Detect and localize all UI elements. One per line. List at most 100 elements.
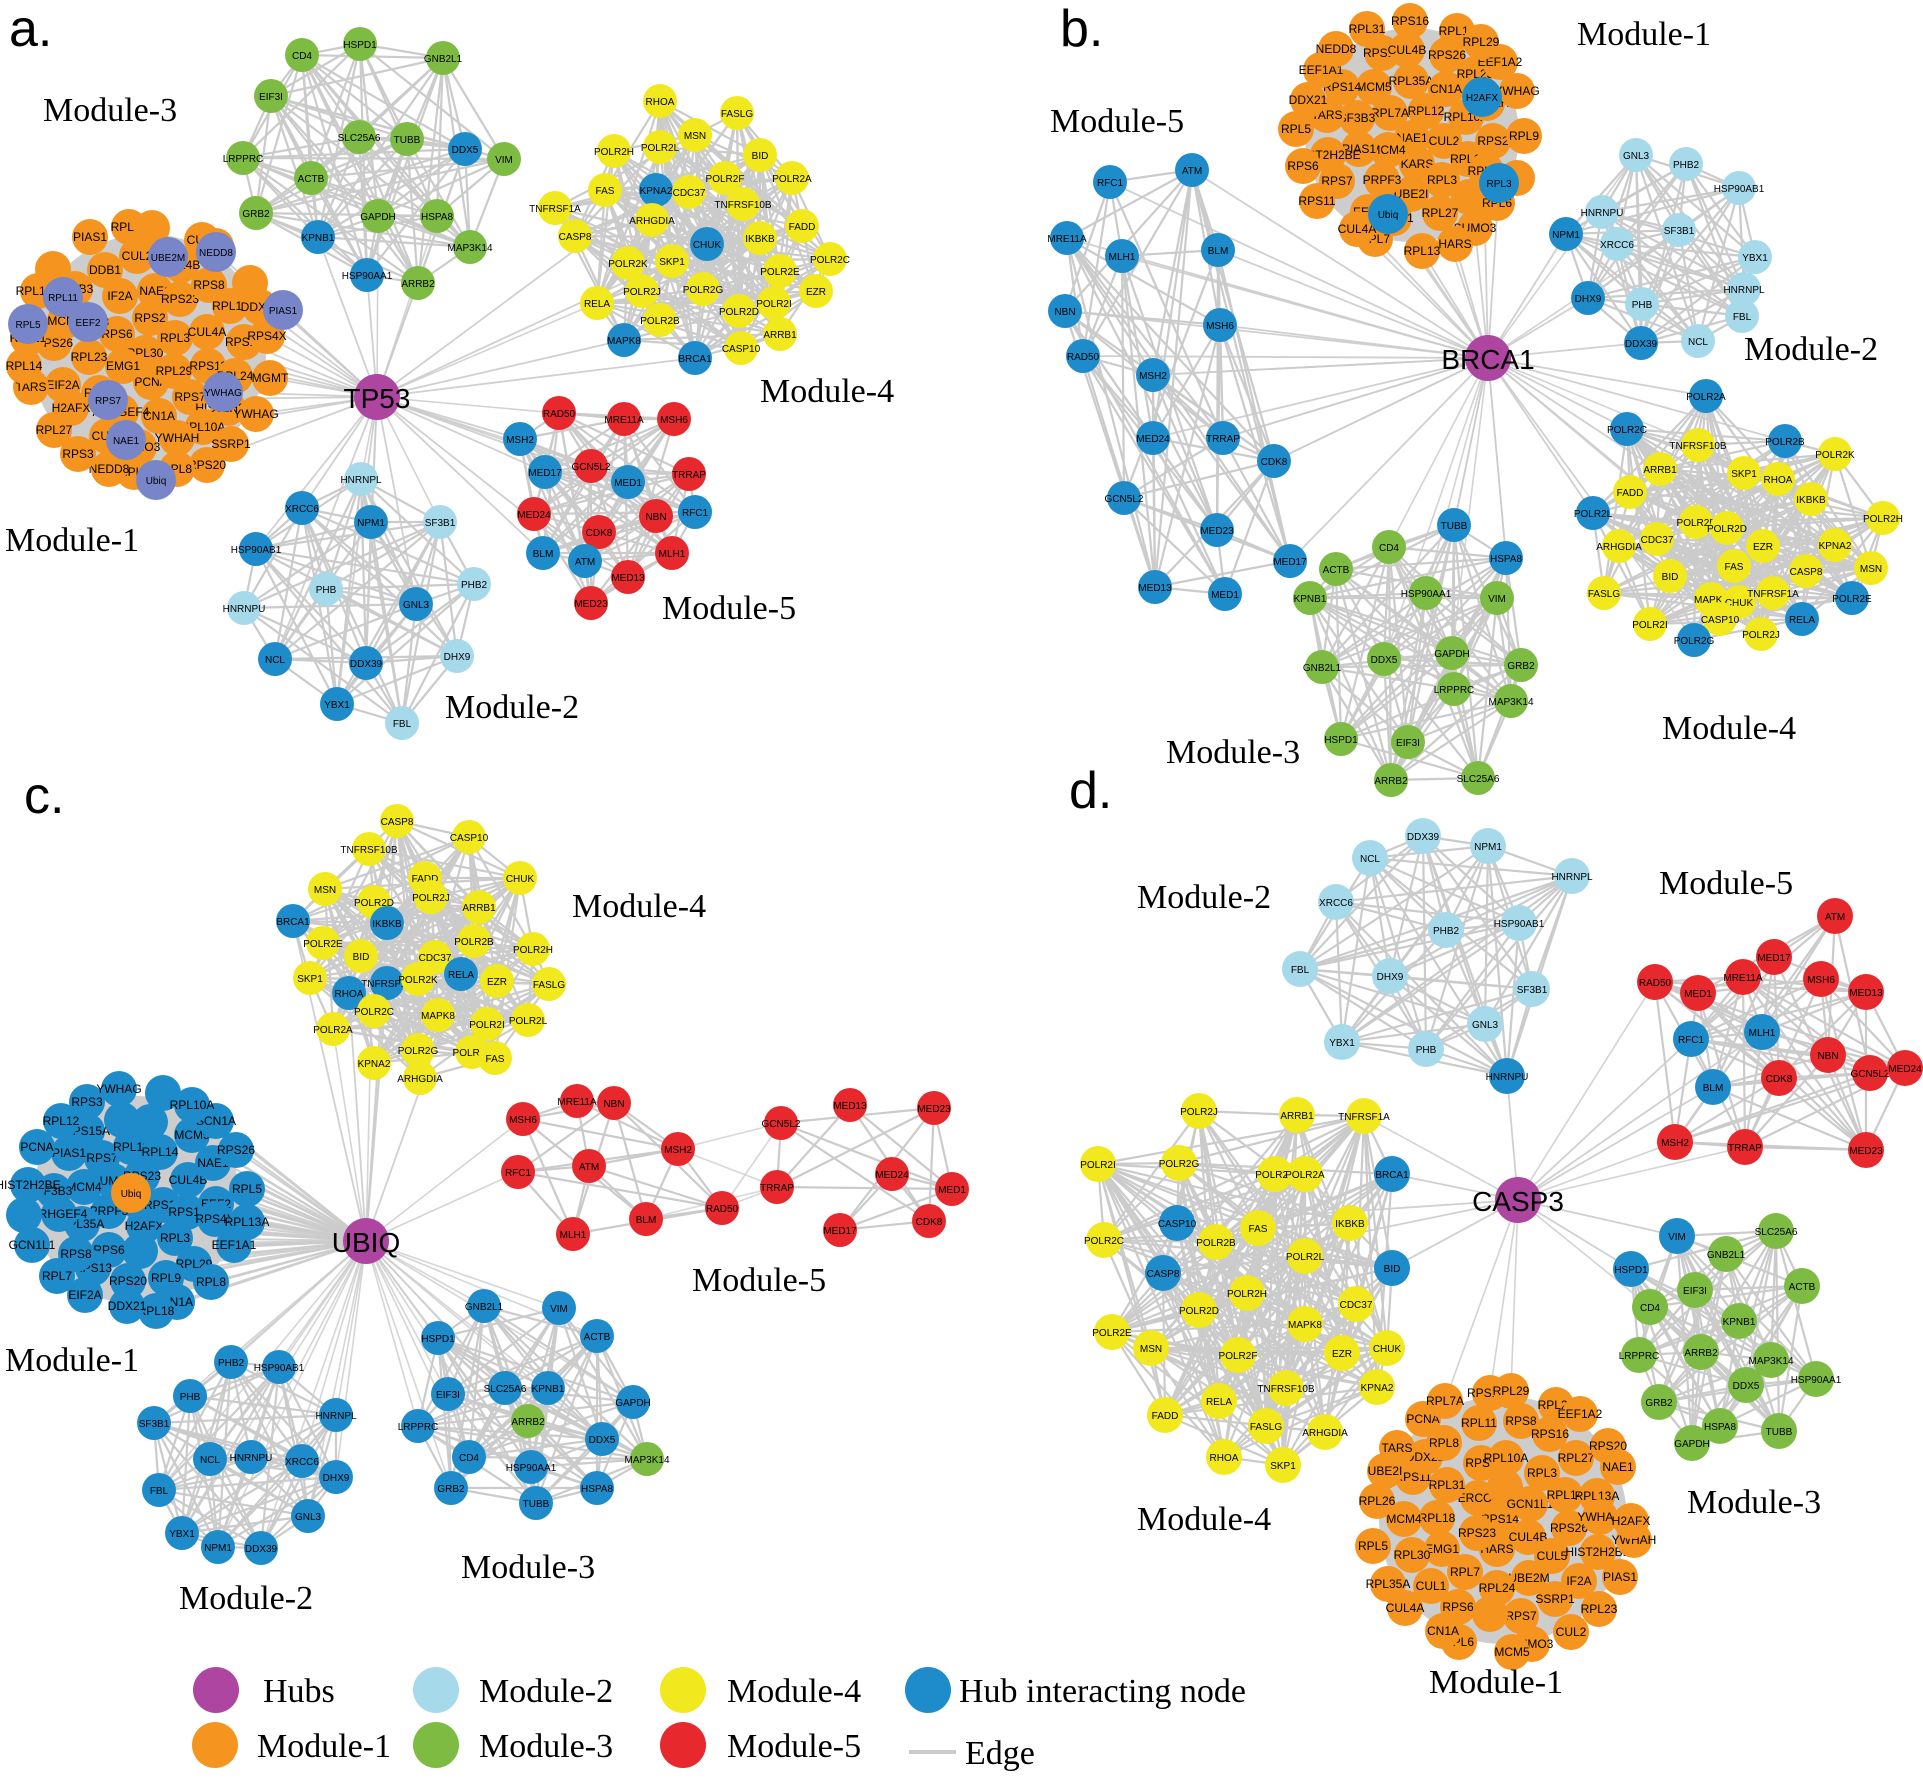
svg-text:DHX9: DHX9 xyxy=(444,652,471,663)
svg-text:RELA: RELA xyxy=(584,299,610,310)
svg-text:RPS4X: RPS4X xyxy=(195,1212,234,1226)
svg-text:MLH1: MLH1 xyxy=(560,1230,587,1241)
svg-text:FAS: FAS xyxy=(486,1054,505,1065)
svg-text:NPM1: NPM1 xyxy=(204,1543,232,1554)
svg-text:TNFRSF1A: TNFRSF1A xyxy=(1338,1112,1390,1123)
svg-text:MED1: MED1 xyxy=(938,1185,966,1196)
svg-text:MRE11A: MRE11A xyxy=(1047,234,1087,245)
svg-text:RPS23: RPS23 xyxy=(1458,1526,1496,1540)
svg-text:RPL23: RPL23 xyxy=(1581,1602,1618,1616)
svg-text:GNL3: GNL3 xyxy=(1472,1020,1499,1031)
svg-text:POLR2B: POLR2B xyxy=(640,316,680,327)
svg-text:NAE1: NAE1 xyxy=(113,436,140,447)
svg-text:LRPPRC: LRPPRC xyxy=(1434,685,1475,696)
svg-text:POLR2B: POLR2B xyxy=(1196,1238,1236,1249)
svg-text:CASP10: CASP10 xyxy=(1158,1219,1197,1230)
svg-text:Module-1: Module-1 xyxy=(5,522,139,559)
svg-text:ARHGDIA: ARHGDIA xyxy=(629,216,675,227)
svg-text:CUL1: CUL1 xyxy=(1416,1579,1447,1593)
svg-text:POLR2L: POLR2L xyxy=(509,1016,548,1027)
svg-text:POLR2C: POLR2C xyxy=(810,255,850,266)
svg-text:CUL2: CUL2 xyxy=(122,249,153,263)
svg-text:Module-2: Module-2 xyxy=(179,1580,313,1617)
svg-text:Module-4: Module-4 xyxy=(1137,1501,1271,1538)
svg-text:FADD: FADD xyxy=(1617,488,1644,499)
svg-text:FBL: FBL xyxy=(1291,965,1310,976)
svg-text:SSRP1: SSRP1 xyxy=(1535,1592,1575,1606)
svg-text:POLR2L: POLR2L xyxy=(641,143,680,154)
svg-text:GCN1L1: GCN1L1 xyxy=(9,1238,56,1252)
svg-text:VIM: VIM xyxy=(550,1304,568,1315)
svg-text:d.: d. xyxy=(1069,762,1112,820)
svg-text:Module-5: Module-5 xyxy=(727,1728,861,1765)
svg-text:ACTB: ACTB xyxy=(584,1332,611,1343)
svg-text:MAPK8: MAPK8 xyxy=(1288,1320,1322,1331)
svg-text:EMG1: EMG1 xyxy=(106,359,140,373)
svg-text:POLR2G: POLR2G xyxy=(683,285,724,296)
svg-text:POLR2G: POLR2G xyxy=(398,1046,439,1057)
svg-text:H2AFX: H2AFX xyxy=(1466,93,1499,104)
svg-text:NBN: NBN xyxy=(1817,1051,1838,1062)
svg-text:Module-5: Module-5 xyxy=(1050,103,1184,140)
svg-text:MSH6: MSH6 xyxy=(509,1115,537,1126)
svg-text:POLR2E: POLR2E xyxy=(760,267,800,278)
svg-text:DDX21: DDX21 xyxy=(1289,93,1328,107)
svg-text:TNFRSF10B: TNFRSF10B xyxy=(340,845,398,856)
svg-text:YWHAH: YWHAH xyxy=(155,431,200,445)
svg-text:HSPA8: HSPA8 xyxy=(581,1484,613,1495)
svg-text:TUBB: TUBB xyxy=(1766,1427,1793,1438)
svg-text:SKP1: SKP1 xyxy=(297,974,323,985)
svg-text:SKP1: SKP1 xyxy=(659,257,685,268)
svg-text:RELA: RELA xyxy=(448,970,474,981)
svg-text:RPL5: RPL5 xyxy=(232,1182,262,1196)
svg-text:FAS: FAS xyxy=(1725,562,1744,573)
svg-text:PHB2: PHB2 xyxy=(1673,160,1700,171)
svg-text:BLM: BLM xyxy=(1703,1083,1724,1094)
svg-text:GCN5L2: GCN5L2 xyxy=(572,462,611,473)
svg-text:MED1: MED1 xyxy=(614,478,642,489)
svg-text:Module-5: Module-5 xyxy=(662,590,796,627)
svg-text:EEF2: EEF2 xyxy=(75,318,100,329)
svg-text:POLR2A: POLR2A xyxy=(1285,1170,1325,1181)
svg-text:RPL8: RPL8 xyxy=(196,1275,226,1289)
svg-text:CDC37: CDC37 xyxy=(1340,1300,1373,1311)
svg-text:KPNA2: KPNA2 xyxy=(640,186,673,197)
svg-text:DDX21: DDX21 xyxy=(108,1299,147,1313)
svg-text:BRCA1: BRCA1 xyxy=(276,917,310,928)
svg-text:POLR2G: POLR2G xyxy=(1674,636,1715,647)
svg-text:ATM: ATM xyxy=(575,557,595,568)
svg-text:CHUK: CHUK xyxy=(1373,1344,1402,1355)
svg-text:LRPPRC: LRPPRC xyxy=(223,154,264,165)
svg-text:GAPDH: GAPDH xyxy=(615,1398,651,1409)
svg-text:POLR2E: POLR2E xyxy=(1832,594,1872,605)
svg-text:MCM4: MCM4 xyxy=(1386,1512,1422,1526)
svg-text:H2AFX: H2AFX xyxy=(52,401,91,415)
svg-text:CUL2: CUL2 xyxy=(1556,1625,1587,1639)
svg-text:MED24: MED24 xyxy=(1888,1064,1922,1075)
svg-text:CN1A: CN1A xyxy=(143,409,175,423)
svg-text:RPS8: RPS8 xyxy=(1505,1414,1537,1428)
svg-text:IKBKB: IKBKB xyxy=(1796,495,1826,506)
svg-text:RAD50: RAD50 xyxy=(706,1204,739,1215)
svg-text:RPL7: RPL7 xyxy=(1450,1565,1480,1579)
svg-text:c.: c. xyxy=(24,767,64,825)
svg-text:XRCC6: XRCC6 xyxy=(1600,240,1634,251)
svg-text:HSP90AB1: HSP90AB1 xyxy=(231,545,282,556)
svg-text:TNFRSF1A: TNFRSF1A xyxy=(361,979,413,990)
svg-text:FASLG: FASLG xyxy=(1250,1422,1282,1433)
svg-text:SLC25A6: SLC25A6 xyxy=(1755,1227,1798,1238)
svg-text:MED13: MED13 xyxy=(611,573,645,584)
svg-text:YWHAG: YWHAG xyxy=(96,1082,141,1096)
svg-text:TUBB: TUBB xyxy=(394,135,421,146)
svg-text:BID: BID xyxy=(353,952,370,963)
svg-text:POLR2A: POLR2A xyxy=(1686,392,1726,403)
svg-text:CASP10: CASP10 xyxy=(1701,615,1740,626)
svg-text:GRB2: GRB2 xyxy=(1645,1398,1673,1409)
svg-text:Module-3: Module-3 xyxy=(1166,734,1300,771)
svg-text:b.: b. xyxy=(1060,0,1103,58)
svg-text:POLR2D: POLR2D xyxy=(1179,1306,1219,1317)
svg-text:EZR: EZR xyxy=(806,287,826,298)
svg-text:CASP8: CASP8 xyxy=(1147,1269,1180,1280)
svg-text:TNFRSF10B: TNFRSF10B xyxy=(714,200,772,211)
svg-text:PHB2: PHB2 xyxy=(461,580,488,591)
